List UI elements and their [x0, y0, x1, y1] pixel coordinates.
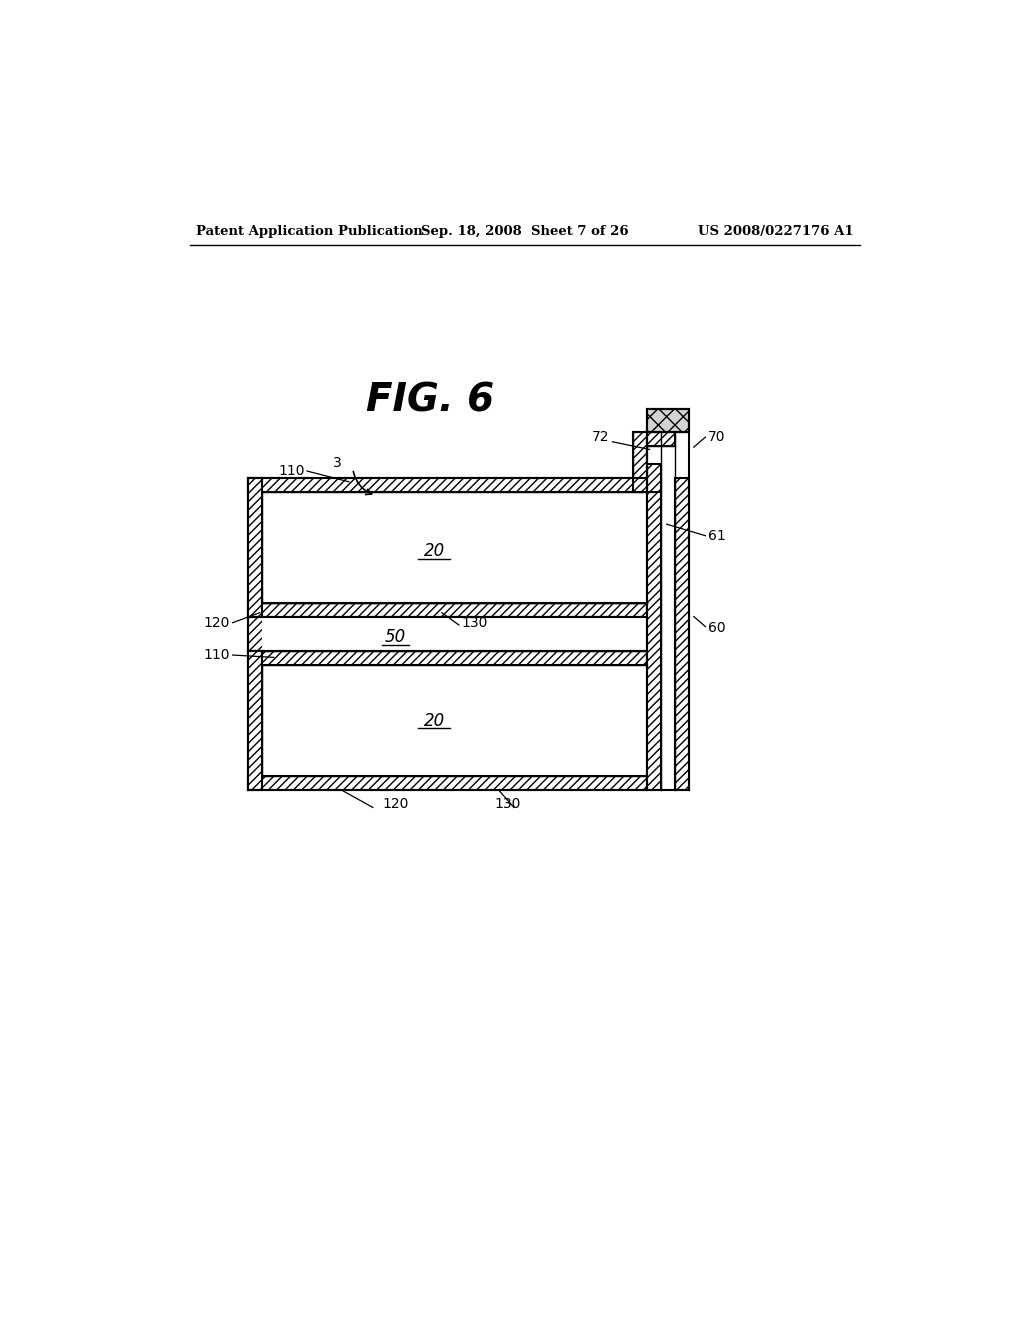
Text: 110: 110 — [279, 465, 305, 478]
Text: Patent Application Publication: Patent Application Publication — [197, 224, 423, 238]
Bar — [248, 603, 647, 616]
Bar — [248, 651, 647, 665]
Text: 120: 120 — [382, 797, 409, 810]
Bar — [262, 616, 647, 651]
Bar — [262, 492, 647, 603]
Bar — [248, 616, 647, 651]
Bar — [662, 432, 675, 789]
Text: 20: 20 — [424, 543, 444, 560]
Text: Sep. 18, 2008  Sheet 7 of 26: Sep. 18, 2008 Sheet 7 of 26 — [421, 224, 629, 238]
Text: 70: 70 — [708, 430, 725, 444]
Text: 61: 61 — [708, 529, 725, 543]
Text: 130: 130 — [461, 615, 487, 630]
Text: US 2008/0227176 A1: US 2008/0227176 A1 — [697, 224, 853, 238]
Bar — [647, 409, 689, 432]
Bar — [647, 409, 689, 432]
Text: 110: 110 — [204, 648, 230, 663]
Bar — [248, 651, 262, 789]
Text: 3: 3 — [333, 455, 342, 470]
Text: 130: 130 — [495, 797, 521, 810]
Bar — [262, 665, 647, 776]
Text: 72: 72 — [592, 430, 609, 444]
Bar — [262, 492, 647, 603]
Bar — [248, 478, 262, 616]
Text: 60: 60 — [708, 622, 725, 635]
Bar — [647, 478, 662, 789]
Text: FIG. 6: FIG. 6 — [367, 381, 495, 420]
Bar — [647, 465, 662, 492]
Bar — [662, 478, 675, 789]
Text: 120: 120 — [204, 615, 230, 630]
Bar — [647, 432, 675, 446]
Bar — [633, 432, 647, 492]
Bar — [248, 776, 647, 789]
Bar — [675, 478, 689, 789]
Text: 50: 50 — [385, 628, 406, 647]
Bar — [262, 665, 647, 776]
Bar — [248, 478, 647, 492]
Text: 20: 20 — [424, 711, 444, 730]
